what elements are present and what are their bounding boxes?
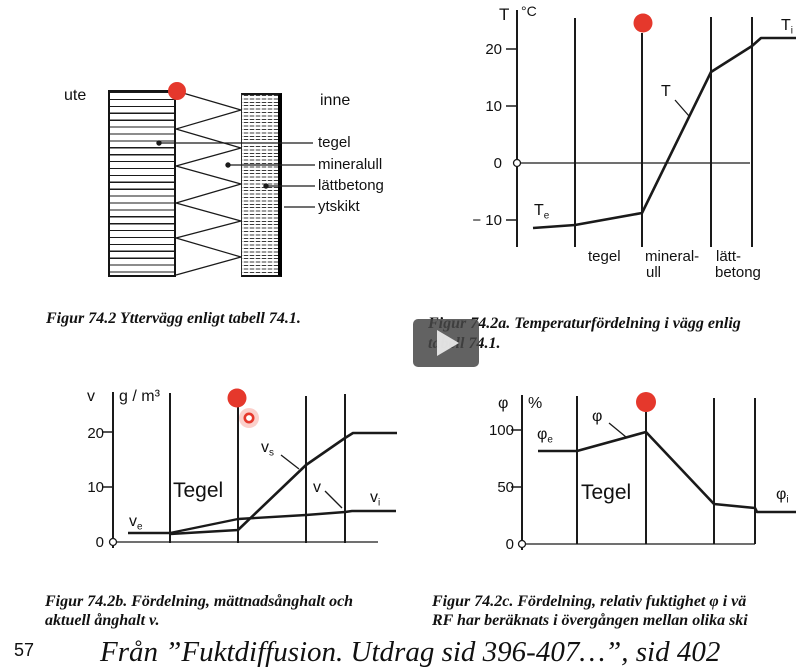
- vapor-axis-symbol: v: [87, 388, 95, 405]
- red-dot-vapor: [227, 388, 247, 408]
- wall-tegel-hatch: [108, 90, 176, 277]
- vapor-vs-pointer: [280, 454, 300, 470]
- mineralull-pointer-dot: [225, 162, 231, 168]
- red-ring-vapor: [243, 412, 255, 424]
- temp-layer-betong: betong: [715, 264, 761, 281]
- video-play-button[interactable]: [413, 319, 479, 367]
- rh-origin-circle: [517, 539, 527, 549]
- vapor-figure-caption-line2: aktuell ånghalt v.: [45, 612, 160, 629]
- mineralull-zigzag: [175, 90, 242, 276]
- vapor-ytick-10: 10: [87, 479, 104, 496]
- wall-layer-label-mineralull: mineralull: [318, 156, 383, 173]
- rh-phi-label: φ: [592, 408, 603, 425]
- rh-ytick-50: 50: [497, 479, 514, 496]
- vapor-v-label: v: [313, 479, 321, 496]
- temp-T-label: T: [661, 83, 671, 100]
- temp-origin-circle: [512, 158, 522, 168]
- rh-ytick-100: 100: [488, 422, 514, 439]
- rh-phii-label: φi: [776, 486, 789, 506]
- wall-layer-label-lattbetong: lättbetong: [318, 177, 384, 194]
- red-dot-rh: [636, 392, 656, 412]
- wall-outside-label: ute: [64, 87, 87, 104]
- wall-inside-label: inne: [320, 92, 351, 109]
- wall-layer-label-ytskikt: ytskikt: [318, 198, 360, 215]
- temp-layer-tegel: tegel: [588, 248, 621, 265]
- source-reference: Från ”Fuktdiffusion. Utdrag sid 396-407……: [100, 636, 721, 668]
- rh-ytick-0: 0: [505, 536, 514, 553]
- red-dot-temp: [633, 13, 653, 33]
- red-dot-wall: [168, 82, 186, 100]
- temp-layer-ull: ull: [646, 264, 662, 281]
- vapor-region-label: Tegel: [173, 479, 224, 502]
- vapor-v-pointer: [324, 490, 343, 509]
- temp-curve: [532, 36, 796, 230]
- rh-curve: [538, 430, 796, 514]
- rh-phi-pointer: [608, 422, 627, 438]
- vapor-ytick-20: 20: [87, 425, 104, 442]
- temp-axis-unit: °C: [521, 3, 537, 19]
- vapor-axis-unit: g / m³: [119, 388, 160, 405]
- rh-axis-symbol: φ: [498, 395, 509, 412]
- rh-axis-unit: %: [528, 395, 543, 412]
- temp-figure-caption-line1: Figur 74.2a. Temperaturfördelning i vägg…: [428, 315, 741, 332]
- temp-axis-symbol: T: [499, 5, 510, 24]
- vapor-ve-label: ve: [129, 513, 143, 533]
- temp-Ti-label: Ti: [781, 17, 793, 37]
- lattbetong-pointer-dot: [263, 183, 269, 189]
- wall-figure-caption: Figur 74.2 Yttervägg enligt tabell 74.1.: [46, 310, 301, 327]
- vapor-vs-curve: [169, 431, 397, 536]
- vapor-origin-circle: [108, 537, 118, 547]
- vapor-vs-label: vs: [261, 439, 274, 459]
- vapor-v-curve: [128, 509, 396, 535]
- temp-T-pointer: [674, 99, 690, 117]
- temp-ytick-20: 20: [485, 41, 502, 58]
- rh-figure-caption-line1: Figur 74.2c. Fördelning, relativ fuktigh…: [432, 593, 747, 610]
- wall-lattbetong-hatch: [241, 93, 282, 277]
- vapor-vi-label: vi: [370, 489, 381, 509]
- rh-figure-caption-line2: RF har beräknats i övergången mellan oli…: [432, 612, 748, 629]
- temp-ytick-neg10: − 10: [472, 212, 502, 229]
- temp-layer-latt: lätt-: [716, 248, 742, 265]
- rh-region-label: Tegel: [581, 481, 632, 504]
- rh-phie-label: φe: [537, 426, 553, 446]
- temp-Te-label: Te: [534, 202, 550, 222]
- temp-ytick-0: 0: [493, 155, 502, 172]
- tegel-pointer-dot: [156, 140, 162, 146]
- vapor-figure-caption-line1: Figur 74.2b. Fördelning, mättnadsånghalt…: [45, 593, 354, 610]
- page-number: 57: [14, 640, 35, 660]
- play-icon: [437, 330, 459, 356]
- temp-layer-mineral: mineral-: [645, 248, 700, 265]
- wall-layer-label-tegel: tegel: [318, 134, 351, 151]
- vapor-ytick-0: 0: [95, 534, 104, 551]
- temp-ytick-10: 10: [485, 98, 502, 115]
